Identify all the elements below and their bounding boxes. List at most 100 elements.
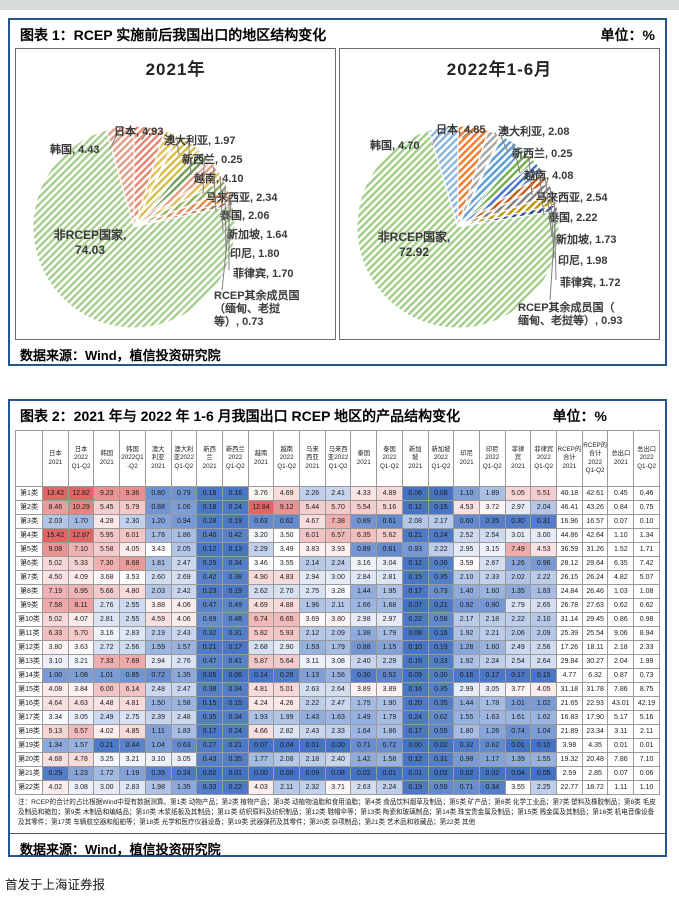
table-cell: 1.13 [299, 668, 326, 683]
table-cell: 3.04 [376, 556, 403, 571]
table-cell: 0.21 [93, 738, 121, 753]
table-cell: 0.19 [401, 780, 429, 795]
table-cell: 2.22 [530, 570, 558, 585]
table-cell: 36.59 [556, 542, 583, 557]
pie-callout-label: 新西兰, 0.25 [512, 146, 573, 160]
table-cell: 3.80 [42, 640, 69, 655]
table-cell: 1.08 [633, 584, 660, 599]
table-cell: 25.39 [556, 626, 583, 641]
table-cell: 0.07 [401, 598, 429, 613]
table-cell: 1.02 [530, 696, 558, 711]
table-cell: 2.79 [504, 598, 532, 613]
table-cell: 0.04 [273, 738, 301, 753]
table-cell: 2.22 [299, 696, 326, 711]
table-cell: 0.35 [427, 696, 455, 711]
table-cell: 0.73 [427, 584, 455, 599]
pie-callout-line: RCEP其余成员国 [214, 288, 300, 302]
table-cell: 1.70 [67, 514, 95, 529]
table-cell: 0.06 [633, 766, 660, 781]
table-cell: 0.92 [453, 598, 480, 613]
table-cell: 1.75 [350, 696, 378, 711]
table-cell: 0.87 [607, 668, 635, 683]
table-cell: 2.11 [324, 598, 352, 613]
table-cell: 0.10 [530, 738, 558, 753]
table-cell: 0.00 [401, 738, 429, 753]
table-cell: 1.98 [144, 780, 172, 795]
table-cell: 0.12 [401, 500, 429, 515]
table-cell: 1.04 [530, 724, 558, 739]
table-row-label: 第19类 [15, 738, 43, 753]
table-cell: 1.66 [350, 598, 378, 613]
table-cell: 2.06 [504, 626, 532, 641]
table-cell: 2.29 [247, 542, 275, 557]
table-cell: 1.35 [170, 668, 198, 683]
table-cell: 3.16 [93, 626, 121, 641]
table-cell: 3.01 [504, 528, 532, 543]
pie-callout-label: 马来西亚, 2.34 [206, 190, 278, 204]
figure2-box: 图表 2：2021 年与 2022 年 1-6 月我国出口 RCEP 地区的产品… [8, 399, 667, 857]
table-cell: 0.32 [453, 738, 480, 753]
table-cell: 2.09 [324, 626, 352, 641]
table-cell: 2.48 [170, 710, 198, 725]
table-cell: 0.00 [273, 766, 301, 781]
table-cell: 2.56 [530, 640, 558, 655]
table-cell: 12.84 [247, 500, 275, 515]
figure2-title: 图表 2：2021 年与 2022 年 1-6 月我国出口 RCEP 地区的产品… [20, 408, 461, 424]
table-cell: 0.44 [119, 738, 146, 753]
table-cell: 4.81 [247, 682, 275, 697]
table-cell: 0.75 [633, 500, 660, 515]
table-cell: 0.79 [170, 486, 198, 501]
table-cell: 7.30 [93, 556, 121, 571]
table-cell: 1.59 [144, 640, 172, 655]
table-cell: 4.81 [119, 696, 146, 711]
table-cell: 1.44 [350, 584, 378, 599]
table-cell: 1.00 [42, 668, 69, 683]
table-cell: 0.24 [221, 724, 249, 739]
pie-callout-label: 泰国, 2.22 [547, 210, 598, 224]
table-cell: 4.09 [67, 570, 95, 585]
table-cell: 2.11 [633, 724, 660, 739]
table-cell: 9.23 [93, 486, 121, 501]
table-cell: 0.35 [427, 570, 455, 585]
table-cell: 3.77 [504, 682, 532, 697]
table-cell: 2.64 [324, 682, 352, 697]
callout-leader-line [202, 155, 205, 195]
table-column-header: 新加 坡 2021 [401, 430, 429, 487]
table-row: 第18类 5.13 6.57 4.02 4.85 1.11 1.83 0.17 0.24 4.66… [15, 724, 660, 739]
table-cell: 4.53 [530, 542, 558, 557]
table-cell: 2.64 [530, 654, 558, 669]
table-cell: 0.02 [427, 766, 455, 781]
table-cell: 0.15 [427, 500, 455, 515]
table-cell: 2.24 [478, 654, 506, 669]
table-cell: 43.26 [581, 500, 609, 515]
table-cell: 1.60 [478, 584, 506, 599]
table-cell: 1.62 [530, 710, 558, 725]
table-cell: 1.56 [324, 668, 352, 683]
table-cell: 4.02 [93, 724, 121, 739]
table-cell: 5.66 [93, 584, 121, 599]
table-cell: 3.05 [478, 682, 506, 697]
table-cell: 2.14 [299, 556, 326, 571]
table-cell: 0.15 [530, 668, 558, 683]
table-cell: 2.55 [119, 612, 146, 627]
table-cell: 1.19 [119, 766, 146, 781]
page-footer-text: 首发于上海证券报 [5, 878, 106, 892]
table-cell: 3.72 [478, 500, 506, 515]
table-cell: 1.90 [376, 696, 403, 711]
pie-2022-title: 2022年1-6月 [446, 60, 553, 79]
figure1-panels: 韩国, 4.43 日本, 4.93 澳大利亚, 1.97 新西兰, 0.25 越南, 4… [10, 48, 665, 340]
table-row: 第21类 0.29 1.23 1.72 1.19 0.39 0.24 0.02 0.01 0.00… [15, 766, 660, 781]
table-cell: 2.19 [144, 626, 172, 641]
table-cell: 1.63 [478, 710, 506, 725]
table-cell: 2.29 [376, 654, 403, 669]
table-cell: 4.77 [556, 668, 583, 683]
pie-callout-label: 韩国, 4.70 [370, 138, 420, 152]
table-cell: 0.41 [221, 654, 249, 669]
table-cell: 1.79 [376, 710, 403, 725]
table-column-header: 印尼 2022 Q1-Q2 [478, 430, 506, 487]
table-cell: 2.62 [247, 584, 275, 599]
table-cell: 0.61 [376, 514, 403, 529]
table-cell: 0.01 [401, 766, 429, 781]
table-cell: 0.21 [221, 738, 249, 753]
table-cell: 1.35 [504, 584, 532, 599]
